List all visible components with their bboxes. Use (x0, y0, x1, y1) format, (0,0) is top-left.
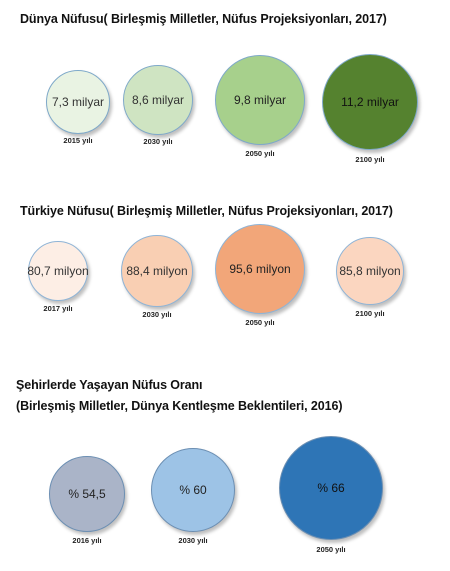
bubble-label: 80,7 milyon (27, 264, 89, 278)
bubble-1: 8,6 milyar (123, 65, 193, 135)
year-label: 2015 yılı (63, 136, 93, 145)
bubble-label: 95,6 milyon (229, 262, 291, 276)
chart-title: Türkiye Nüfusu( Birleşmiş Milletler, Nüf… (20, 204, 393, 218)
year-label: 2030 yılı (143, 137, 173, 146)
year-label: 2050 yılı (316, 545, 346, 554)
bubble-label: 85,8 milyon (339, 264, 401, 278)
bubble-label: % 60 (179, 483, 207, 497)
year-label: 2050 yılı (245, 318, 275, 327)
bubble-label: 9,8 milyar (233, 93, 286, 107)
bubble-label: 7,3 milyar (51, 95, 104, 109)
year-label: 2030 yılı (142, 310, 172, 319)
year-label: 2017 yılı (43, 304, 73, 313)
bubble-label: % 54,5 (68, 487, 106, 501)
bubble-2: % 66 (279, 436, 383, 540)
bubble-2: 9,8 milyar (215, 55, 305, 145)
bubble-label: % 66 (317, 481, 345, 495)
year-label: 2016 yılı (72, 536, 102, 545)
bubble-0: 80,7 milyon (27, 241, 89, 301)
chart-subtitle: (Birleşmiş Milletler, Dünya Kentleşme Be… (16, 399, 343, 413)
year-label: 2030 yılı (178, 536, 208, 545)
bubble-label: 88,4 milyon (126, 264, 188, 278)
bubble-2: 95,6 milyon (215, 224, 305, 314)
bubble-label: 11,2 milyar (341, 95, 399, 109)
bubble-1: 88,4 milyon (121, 235, 193, 307)
bubble-3: 85,8 milyon (336, 237, 404, 305)
bubble-label: 8,6 milyar (131, 93, 184, 107)
bubble-1: % 60 (151, 448, 235, 532)
bubble-3: 11,2 milyar (322, 54, 418, 150)
bubble-0: 7,3 milyar (46, 70, 110, 134)
chart-title: Dünya Nüfusu( Birleşmiş Milletler, Nüfus… (20, 12, 387, 26)
year-label: 2050 yılı (245, 149, 275, 158)
bubble-0: % 54,5 (49, 456, 125, 532)
chart-title: Şehirlerde Yaşayan Nüfus Oranı (16, 378, 203, 392)
year-label: 2100 yılı (355, 155, 385, 164)
year-label: 2100 yılı (355, 309, 385, 318)
